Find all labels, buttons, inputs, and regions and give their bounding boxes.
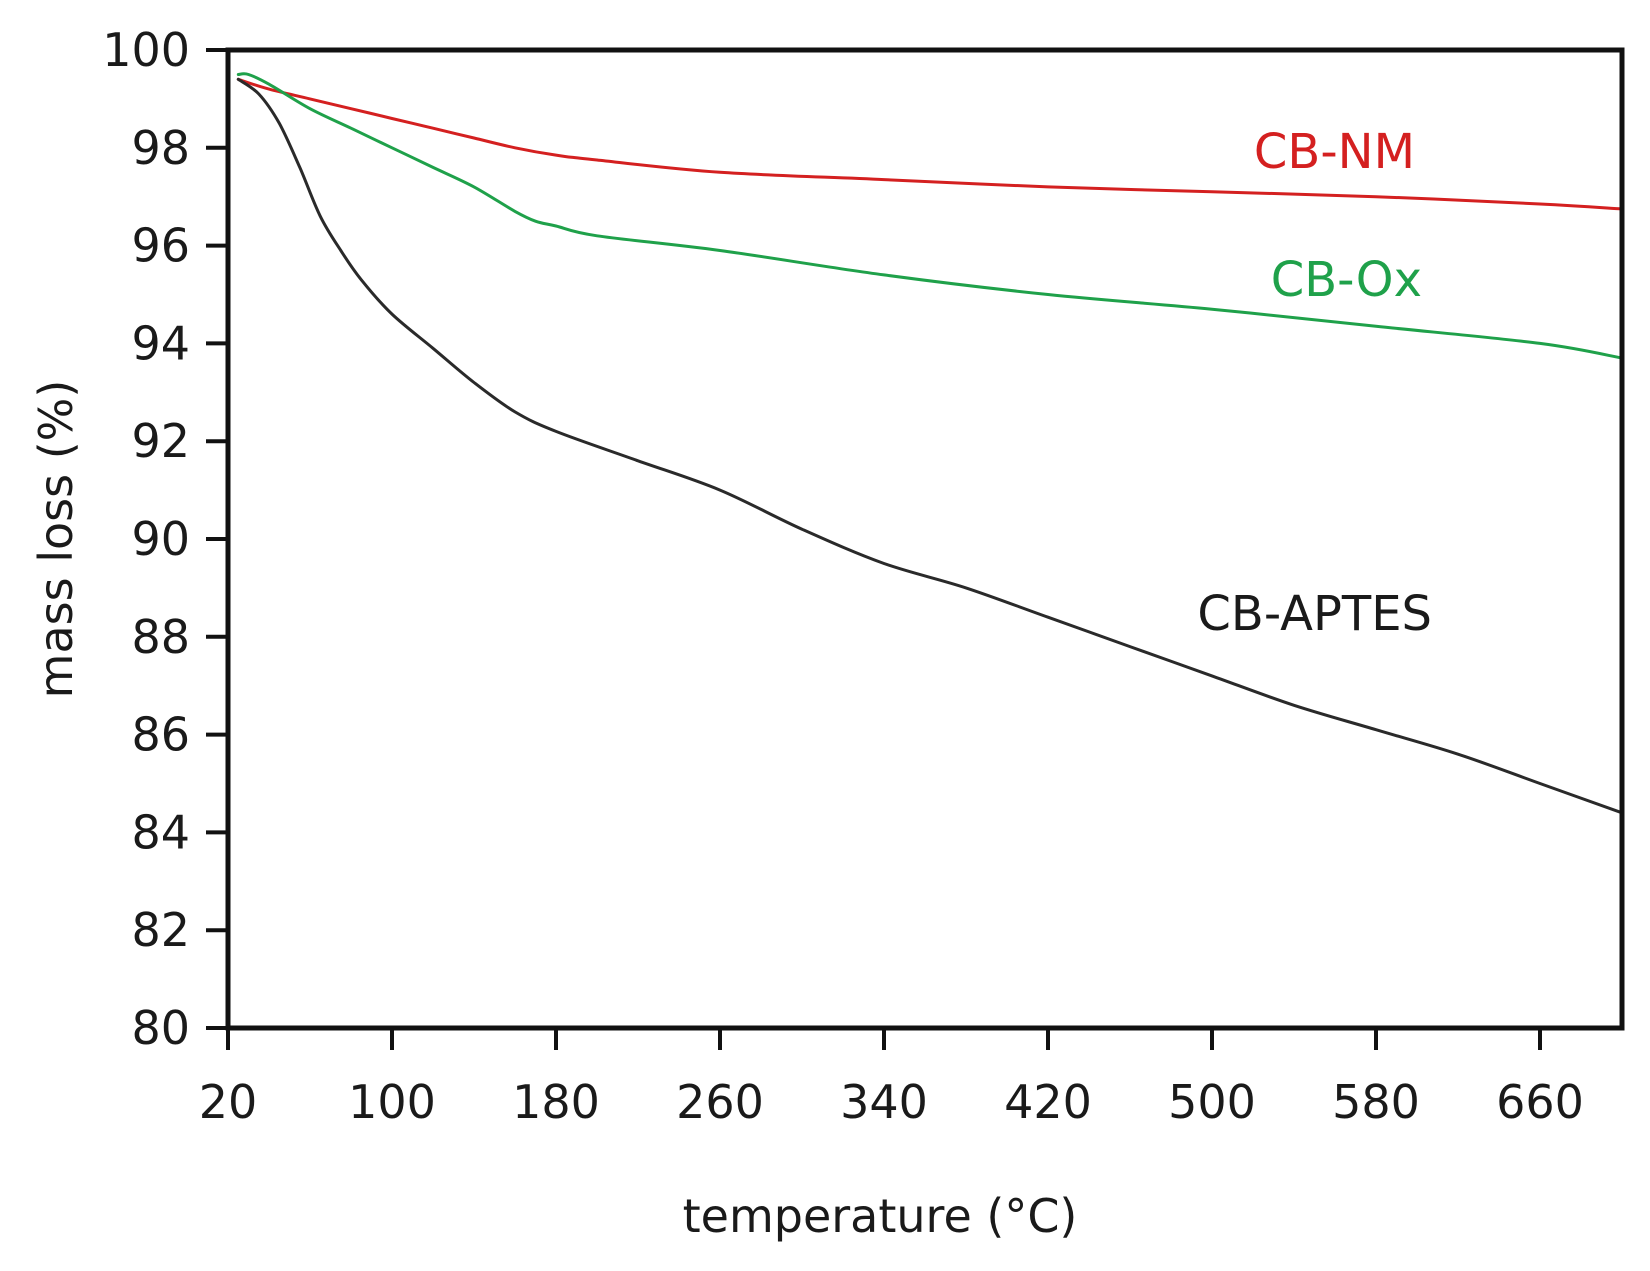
series-label-cb-ox: CB-Ox <box>1271 252 1422 308</box>
y-tick-label: 80 <box>131 1001 190 1055</box>
series-label-cb-aptes: CB-APTES <box>1197 586 1432 642</box>
y-tick-label: 82 <box>131 903 190 957</box>
y-tick-label: 96 <box>131 219 190 273</box>
series-labels: CB-NM CB-Ox CB-APTES <box>1197 124 1432 642</box>
x-tick-label: 100 <box>348 1075 436 1129</box>
y-tick-label: 84 <box>131 805 190 859</box>
x-tick-label: 660 <box>1496 1075 1584 1129</box>
x-tick-label: 260 <box>676 1075 764 1129</box>
series-line-cb-aptes <box>236 77 1624 815</box>
x-axis-title: temperature (°C) <box>683 1189 1078 1243</box>
y-axis-title: mass loss (%) <box>29 380 83 699</box>
y-tick-label: 88 <box>131 610 190 664</box>
x-tick-label: 580 <box>1332 1075 1420 1129</box>
y-tick-label: 100 <box>102 23 190 77</box>
series-lines <box>236 72 1624 815</box>
x-tick-label: 20 <box>199 1075 258 1129</box>
series-line-cb-ox <box>236 72 1624 360</box>
x-axis-ticks: 20 100 180 260 340 420 500 580 660 <box>199 1028 1584 1129</box>
x-tick-label: 180 <box>512 1075 600 1129</box>
plot-area-frame <box>225 47 1625 1031</box>
y-tick-label: 98 <box>131 121 190 175</box>
y-tick-label: 94 <box>131 316 190 370</box>
y-tick-label: 86 <box>131 708 190 762</box>
x-tick-label: 420 <box>1004 1075 1092 1129</box>
y-axis-ticks: 80 82 84 86 88 90 92 94 96 98 100 <box>102 23 228 1055</box>
y-tick-label: 90 <box>131 512 190 566</box>
x-tick-label: 500 <box>1168 1075 1256 1129</box>
y-tick-label: 92 <box>131 414 190 468</box>
series-label-cb-nm: CB-NM <box>1254 124 1415 180</box>
x-tick-label: 340 <box>840 1075 928 1129</box>
series-line-cb-nm <box>236 77 1624 211</box>
